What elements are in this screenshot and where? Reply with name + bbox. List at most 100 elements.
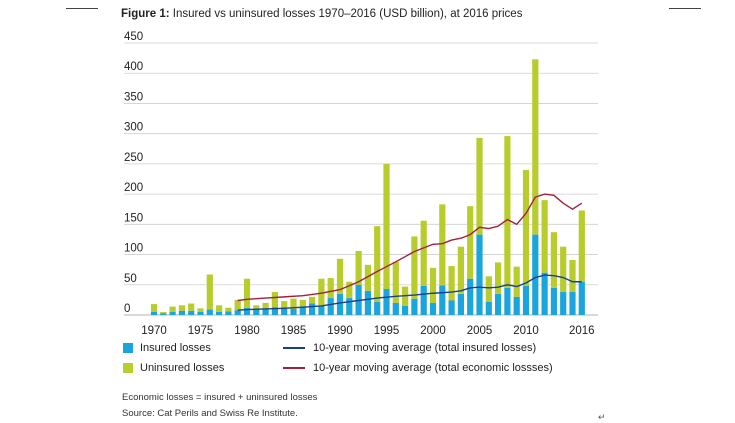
economic-losses-note: Economic losses = insured + uninsured lo… (122, 392, 318, 403)
x-tick-label: 1990 (327, 325, 353, 337)
bar-uninsured (485, 276, 492, 302)
bar-uninsured (318, 278, 325, 306)
y-tick-label: 200 (124, 182, 143, 194)
bar-insured (504, 287, 511, 315)
corner-rule-left (66, 8, 98, 9)
x-tick-label: 1970 (141, 325, 167, 337)
y-tick-label: 0 (124, 303, 130, 315)
legend-label-insured: Insured losses (140, 342, 211, 354)
insured-swatch (123, 343, 133, 353)
x-tick-label: 1980 (234, 325, 260, 337)
bar-uninsured (309, 296, 316, 304)
bar-insured (457, 293, 464, 315)
bar-uninsured (457, 246, 464, 294)
bar-uninsured (569, 259, 576, 293)
figure-label: Figure 1: (121, 8, 170, 20)
x-tick-label: 2000 (420, 325, 446, 337)
x-tick-label: 2016 (569, 325, 595, 337)
bar-uninsured (243, 278, 251, 308)
bar-insured (383, 289, 390, 315)
bar-uninsured (560, 246, 567, 293)
bar-insured (495, 293, 502, 315)
figure-title: Figure 1: Insured vs uninsured losses 19… (121, 8, 522, 20)
bar-uninsured (327, 278, 334, 299)
bar-uninsured (290, 298, 297, 309)
return-mark: ↵ (598, 412, 606, 422)
bar-insured (513, 296, 520, 315)
bar-insured (392, 302, 399, 315)
bar-uninsured (281, 301, 288, 308)
bar-uninsured (206, 274, 213, 310)
bar-uninsured (299, 299, 306, 308)
bar-insured (550, 287, 557, 315)
y-tick-label: 450 (124, 31, 143, 43)
bar-insured (420, 285, 427, 315)
bar-insured (532, 234, 539, 315)
y-tick-label: 250 (124, 152, 143, 164)
bar-insured (346, 298, 353, 315)
bar-insured (541, 272, 548, 315)
bar-uninsured (374, 226, 381, 302)
bar-insured (243, 307, 251, 315)
bar-insured (560, 292, 567, 315)
bar-uninsured (532, 59, 539, 235)
x-tick-label: 2010 (513, 325, 539, 337)
bar-uninsured (411, 236, 418, 299)
figure-title-text: Insured vs uninsured losses 1970–2016 (U… (172, 8, 523, 20)
bar-uninsured (467, 206, 474, 279)
x-tick-label: 2005 (467, 325, 493, 337)
bar-uninsured (169, 306, 176, 312)
bar-insured (197, 311, 204, 315)
bar-uninsured (160, 311, 167, 314)
bar-uninsured (495, 262, 502, 294)
y-tick-label: 400 (124, 61, 143, 73)
x-tick-label: 1975 (188, 325, 214, 337)
legend-item-avg-insured: 10-year moving average (total insured lo… (283, 342, 536, 354)
y-tick-label: 350 (124, 91, 143, 103)
y-tick-label: 100 (124, 243, 143, 255)
bar-insured (318, 305, 325, 315)
bar-insured (178, 310, 185, 315)
bar-uninsured (150, 304, 158, 312)
bar-uninsured (550, 232, 557, 288)
bar-uninsured (513, 266, 520, 297)
bar-insured (411, 298, 418, 315)
bar-uninsured (355, 250, 362, 285)
bar-uninsured (522, 169, 530, 286)
bar-insured (485, 301, 492, 315)
bar-uninsured (541, 200, 548, 273)
bar-uninsured (504, 136, 511, 288)
bar-uninsured (364, 264, 371, 291)
bar-uninsured (448, 266, 455, 301)
bar-insured (439, 285, 446, 315)
bar-uninsured (253, 305, 260, 309)
bar-uninsured (476, 137, 483, 235)
bar-uninsured (234, 299, 241, 311)
bar-insured (327, 298, 334, 315)
bar-insured (262, 308, 269, 315)
y-tick-label: 150 (124, 212, 143, 224)
bar-insured (448, 300, 455, 315)
bar-uninsured (197, 308, 204, 312)
legend-label-avg-insured: 10-year moving average (total insured lo… (313, 342, 537, 354)
y-tick-label: 50 (124, 273, 137, 285)
bar-insured (336, 293, 344, 315)
bar-insured (150, 311, 158, 315)
bar-insured (271, 307, 278, 315)
bar-insured (253, 308, 260, 315)
source-note: Source: Cat Perils and Swiss Re Institut… (122, 408, 298, 419)
bar-uninsured (216, 305, 223, 312)
bar-insured (309, 303, 316, 315)
bar-insured (281, 307, 288, 315)
bar-uninsured (392, 261, 399, 303)
bar-insured (374, 301, 381, 315)
bar-insured (216, 311, 223, 315)
bar-uninsured (178, 305, 185, 311)
legend-item-avg-economic: 10-year moving average (total economic l… (283, 362, 553, 374)
bar-insured (169, 311, 176, 315)
bar-insured (476, 234, 483, 315)
legend-label-uninsured: Uninsured losses (140, 362, 225, 374)
bar-insured (569, 292, 576, 315)
line-avg-economic (237, 193, 583, 302)
